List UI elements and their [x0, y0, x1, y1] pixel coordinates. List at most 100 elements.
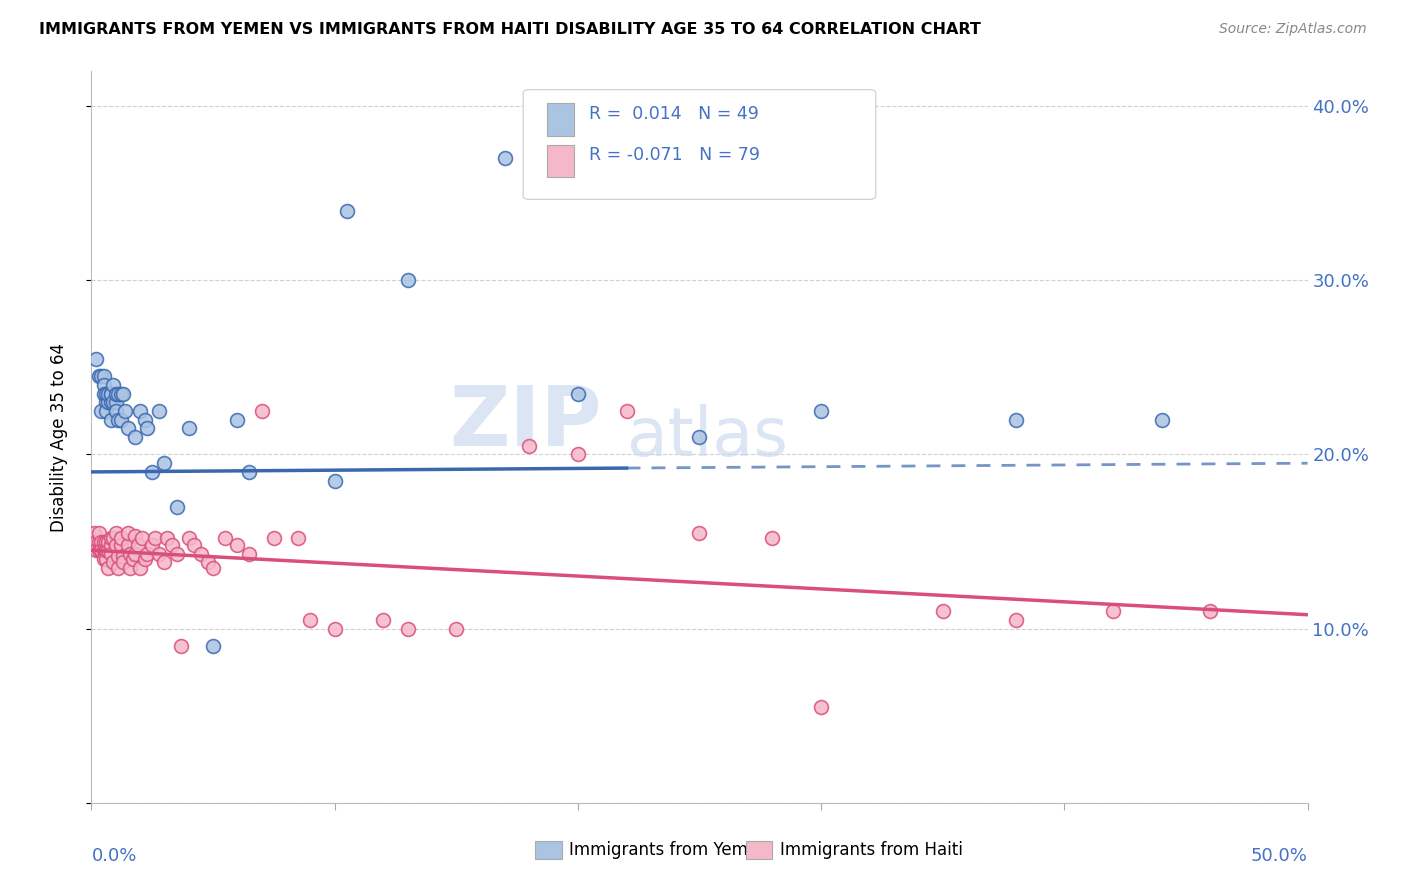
Point — [238, 465, 260, 479]
Point — [94, 534, 117, 549]
Point — [107, 386, 129, 401]
Point — [129, 404, 152, 418]
Text: Immigrants from Haiti: Immigrants from Haiti — [780, 840, 963, 859]
Point — [148, 547, 170, 561]
Point — [134, 412, 156, 426]
Point — [104, 395, 127, 409]
Point — [810, 700, 832, 714]
Point — [396, 622, 419, 636]
Point — [114, 404, 136, 418]
Point — [810, 404, 832, 418]
Point — [87, 525, 110, 540]
Point — [97, 560, 120, 574]
Point — [117, 421, 139, 435]
Point — [121, 552, 143, 566]
Point — [97, 386, 120, 401]
Point — [93, 377, 115, 392]
Point — [1004, 613, 1026, 627]
Point — [688, 525, 710, 540]
Point — [124, 430, 146, 444]
Point — [336, 203, 359, 218]
Text: atlas: atlas — [627, 404, 787, 470]
Point — [107, 560, 129, 574]
Point — [110, 386, 132, 401]
Point — [190, 547, 212, 561]
Point — [567, 386, 589, 401]
Point — [166, 500, 188, 514]
Point — [93, 543, 115, 558]
Text: Source: ZipAtlas.com: Source: ZipAtlas.com — [1219, 22, 1367, 37]
Point — [136, 547, 159, 561]
Point — [323, 474, 346, 488]
Y-axis label: Disability Age 35 to 64: Disability Age 35 to 64 — [49, 343, 67, 532]
Point — [1102, 604, 1125, 618]
Text: R = -0.071   N = 79: R = -0.071 N = 79 — [589, 146, 759, 164]
Point — [117, 538, 139, 552]
Point — [111, 386, 134, 401]
Point — [517, 439, 540, 453]
Point — [153, 556, 176, 570]
Point — [110, 531, 132, 545]
Point — [688, 430, 710, 444]
Point — [170, 639, 193, 653]
Point — [93, 534, 115, 549]
Point — [494, 152, 516, 166]
Point — [156, 531, 179, 545]
Point — [153, 456, 176, 470]
Text: IMMIGRANTS FROM YEMEN VS IMMIGRANTS FROM HAITI DISABILITY AGE 35 TO 64 CORRELATI: IMMIGRANTS FROM YEMEN VS IMMIGRANTS FROM… — [39, 22, 981, 37]
Point — [136, 421, 159, 435]
Point — [104, 386, 127, 401]
Point — [120, 547, 142, 561]
Point — [90, 543, 112, 558]
Point — [100, 412, 122, 426]
Point — [93, 386, 115, 401]
Point — [87, 534, 110, 549]
Point — [134, 552, 156, 566]
Point — [94, 543, 117, 558]
Point — [94, 395, 117, 409]
Text: R =  0.014   N = 49: R = 0.014 N = 49 — [589, 104, 759, 123]
Point — [124, 529, 146, 543]
Point — [110, 538, 132, 552]
Point — [93, 543, 115, 558]
Point — [84, 543, 107, 558]
Point — [166, 547, 188, 561]
Point — [238, 547, 260, 561]
Point — [97, 395, 120, 409]
Point — [94, 404, 117, 418]
Point — [103, 531, 125, 545]
Point — [1199, 604, 1222, 618]
Point — [100, 395, 122, 409]
Text: 50.0%: 50.0% — [1251, 847, 1308, 864]
Point — [373, 613, 395, 627]
Point — [160, 538, 183, 552]
Point — [97, 534, 120, 549]
Text: ZIP: ZIP — [450, 382, 602, 463]
Point — [148, 404, 170, 418]
Point — [396, 273, 419, 287]
Point — [87, 543, 110, 558]
Point — [94, 543, 117, 558]
Point — [226, 412, 249, 426]
Point — [84, 534, 107, 549]
Point — [177, 531, 200, 545]
Point — [250, 404, 273, 418]
Point — [197, 556, 219, 570]
Point — [127, 538, 149, 552]
Point — [202, 639, 225, 653]
Point — [100, 531, 122, 545]
Point — [93, 369, 115, 384]
Point — [931, 604, 953, 618]
Text: Immigrants from Yemen: Immigrants from Yemen — [569, 840, 769, 859]
Point — [94, 552, 117, 566]
Point — [104, 538, 127, 552]
Point — [104, 404, 127, 418]
Point — [1150, 412, 1173, 426]
Point — [94, 386, 117, 401]
Point — [129, 560, 152, 574]
Point — [183, 538, 205, 552]
Bar — [547, 103, 574, 136]
Point — [567, 448, 589, 462]
Point — [100, 386, 122, 401]
Point — [90, 534, 112, 549]
